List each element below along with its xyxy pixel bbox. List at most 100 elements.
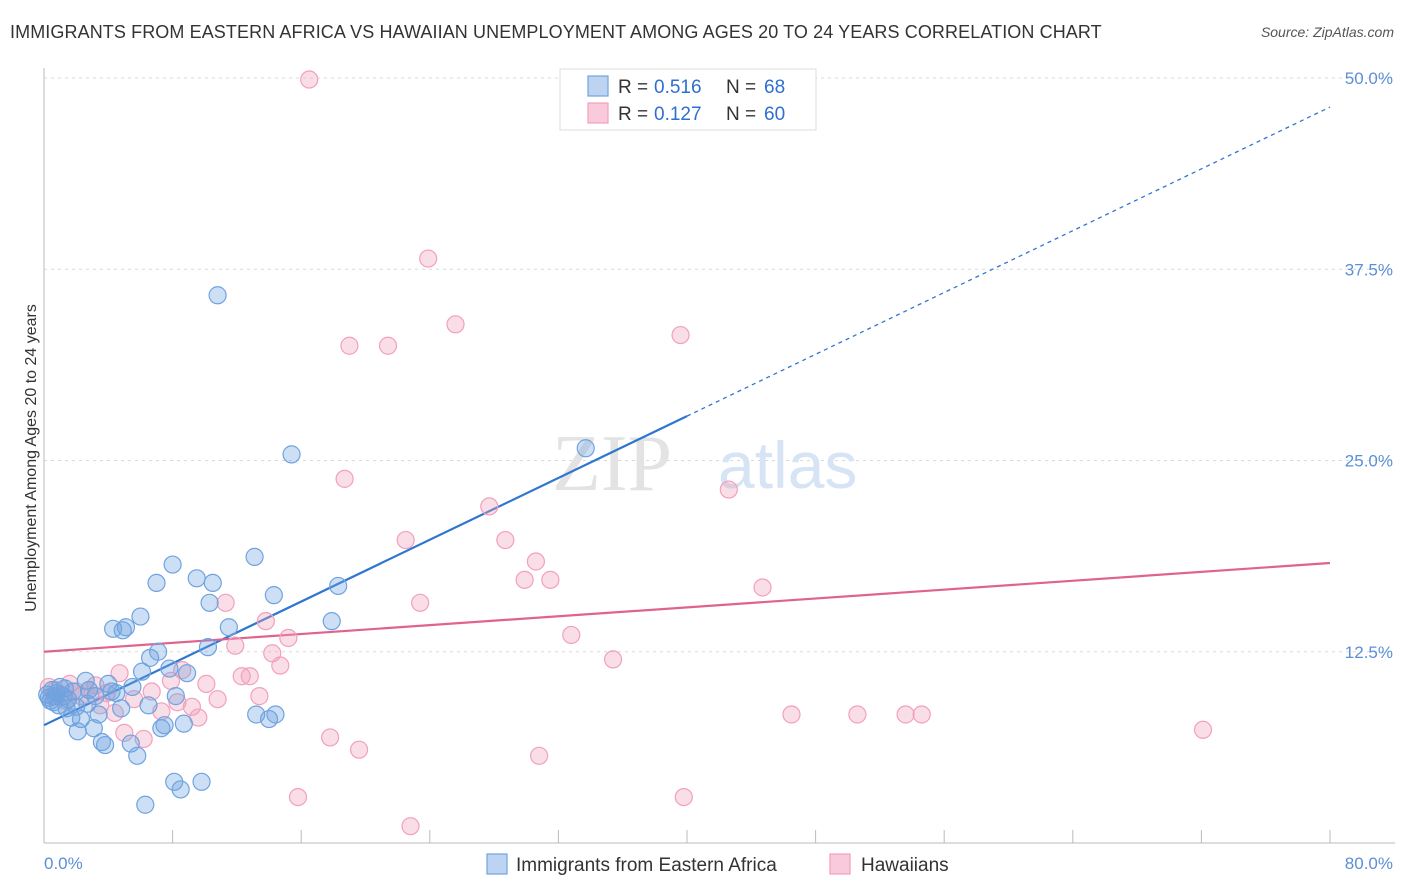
hawaiians-point <box>848 705 867 724</box>
legend-r-value-2: 0.127 <box>654 104 702 125</box>
hawaiians-point <box>674 787 693 807</box>
hawaiians-point <box>182 697 201 716</box>
eastern-africa-point <box>163 555 182 574</box>
eastern-africa-point <box>63 682 83 701</box>
legend-r-label-1: R = <box>618 77 648 98</box>
eastern-africa-point <box>136 795 155 814</box>
y-tick-label: 37.5% <box>1345 260 1393 279</box>
hawaiians-point <box>271 656 290 675</box>
eastern-africa-point <box>123 677 142 697</box>
hawaiians-point <box>216 593 235 612</box>
eastern-africa-point <box>166 687 185 706</box>
trend-lines <box>43 106 1331 727</box>
eastern-africa-point <box>147 573 166 593</box>
eastern-africa-point <box>174 714 193 733</box>
tick-labels: 12.5% 25.0% 37.5% 50.0% 0.0% 80.0% <box>44 69 1393 873</box>
stats-legend: R = 0.516 N = 68 R = 0.127 N = 60 <box>559 68 817 131</box>
hawaiians-point <box>719 480 738 499</box>
y-axis-title: Unemployment Among Ages 20 to 24 years <box>23 304 40 612</box>
legend-swatch-pink <box>587 102 609 124</box>
y-tick-label: 50.0% <box>1345 69 1393 88</box>
y-tick-label: 12.5% <box>1345 643 1393 662</box>
eastern-africa-point <box>198 638 218 657</box>
hawaiians-point <box>256 612 275 631</box>
watermark-atlas: atlas <box>718 428 857 502</box>
gridlines <box>44 77 1395 653</box>
hawaiians-point <box>300 70 319 89</box>
bottom-legend: Immigrants from Eastern Africa Hawaiians <box>486 853 949 876</box>
eastern-africa-point <box>149 642 168 661</box>
x-tick-label: 0.0% <box>44 854 83 873</box>
hawaiians-point <box>530 746 549 765</box>
hawaiians-point <box>378 336 398 355</box>
watermark: ZIP atlas <box>552 420 857 508</box>
watermark-zip: ZIP <box>552 420 672 508</box>
eastern-africa-point <box>171 780 190 799</box>
eastern-africa-point <box>187 569 206 588</box>
bottom-legend-label-pink: Hawaiians <box>861 855 949 876</box>
hawaiians-point <box>562 625 581 645</box>
hawaiians-point <box>321 728 340 747</box>
hawaiians-point <box>912 705 931 724</box>
eastern-africa-point <box>245 547 264 566</box>
eastern-africa-point <box>132 662 152 681</box>
eastern-africa-point <box>84 719 103 738</box>
hawaiians-point <box>782 705 801 724</box>
pink-trend-line <box>43 561 1331 653</box>
eastern-africa-point <box>203 573 222 593</box>
eastern-africa-point <box>131 607 150 626</box>
eastern-africa-point <box>266 705 285 724</box>
hawaiians-point <box>105 703 124 723</box>
hawaiians-point <box>753 578 772 597</box>
eastern-africa-point <box>264 586 283 605</box>
hawaiians-point <box>208 690 227 709</box>
hawaiians-point <box>240 667 259 686</box>
eastern-africa-point <box>139 696 158 715</box>
x-tick-label: 80.0% <box>1345 854 1393 873</box>
bottom-legend-swatch-blue <box>486 853 508 875</box>
bottom-legend-swatch-pink <box>829 853 851 875</box>
legend-n-label-1: N = <box>726 77 756 98</box>
hawaiians-point <box>480 497 499 516</box>
hawaiians-point <box>1193 720 1213 739</box>
hawaiians-point <box>401 817 420 836</box>
hawaiians-point <box>279 628 298 648</box>
legend-n-value-1: 68 <box>764 77 785 98</box>
eastern-africa-point <box>95 735 115 755</box>
eastern-africa-point <box>576 439 595 458</box>
eastern-africa-point <box>128 746 147 765</box>
eastern-africa-point <box>329 576 348 596</box>
hawaiians-point <box>115 723 134 742</box>
eastern-africa-point <box>259 709 279 729</box>
eastern-africa-points <box>38 286 595 814</box>
eastern-africa-point <box>86 687 105 706</box>
legend-r-value-1: 0.516 <box>654 77 702 98</box>
hawaiians-point <box>411 593 430 612</box>
eastern-africa-point <box>46 687 65 706</box>
axes <box>43 68 1395 844</box>
y-tick-label: 25.0% <box>1345 452 1393 471</box>
eastern-africa-point <box>219 618 238 637</box>
legend-swatch-blue <box>587 75 609 97</box>
eastern-africa-point <box>92 732 111 752</box>
hawaiians-point <box>671 325 690 345</box>
hawaiians-point <box>340 336 359 355</box>
hawaiians-point <box>288 787 308 807</box>
hawaiians-point <box>541 570 560 589</box>
hawaiians-point <box>446 315 465 334</box>
hawaiians-point <box>396 530 415 550</box>
eastern-africa-point <box>155 716 174 735</box>
eastern-africa-point <box>200 593 219 612</box>
hawaiians-point <box>335 469 354 488</box>
blue-trend-line <box>43 415 688 727</box>
hawaiians-point <box>419 249 438 268</box>
eastern-africa-point <box>116 618 136 637</box>
hawaiians-point <box>603 650 623 669</box>
hawaiians-point <box>896 705 915 724</box>
hawaiians-point <box>515 570 534 589</box>
hawaiians-point <box>142 682 161 701</box>
hawaiians-point <box>110 664 129 683</box>
eastern-africa-point <box>208 286 227 305</box>
hawaiians-point <box>197 674 216 693</box>
